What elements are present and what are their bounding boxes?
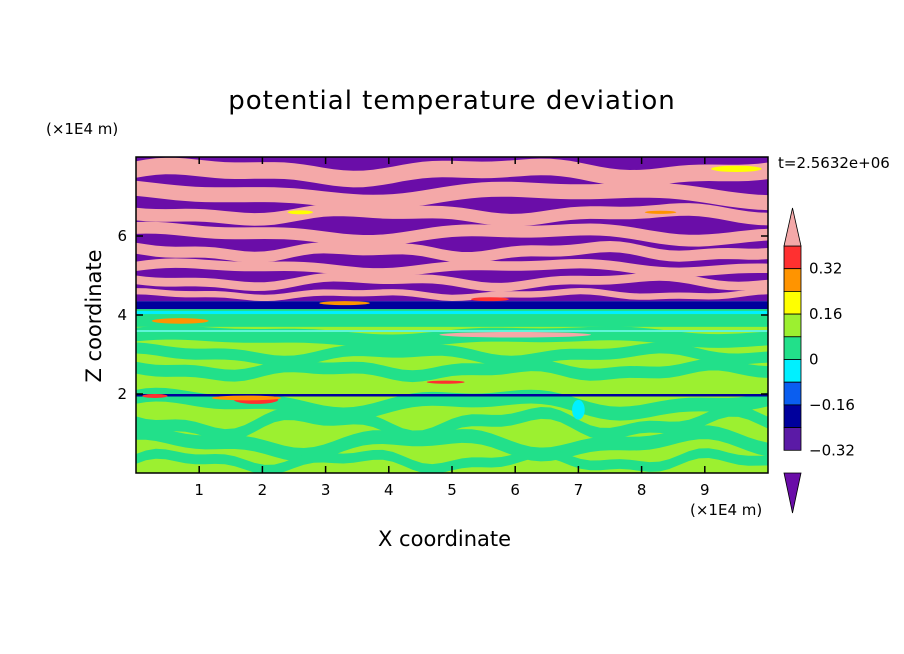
field-cyan-line xyxy=(136,311,768,315)
field-upper-band xyxy=(136,203,768,227)
field-navy-line xyxy=(136,394,768,397)
field-thin-line xyxy=(136,330,768,333)
x-tick-label: 8 xyxy=(637,481,647,499)
colorbar-tick-label: −0.16 xyxy=(809,396,855,414)
field-feature xyxy=(711,165,762,173)
y-axis: 2 4 6 xyxy=(117,227,768,403)
field-feature xyxy=(572,399,585,420)
colorbar-under-triangle xyxy=(783,472,802,514)
colorbar-swatch xyxy=(783,381,802,406)
x-tick-label: 6 xyxy=(510,481,520,499)
colorbar-swatch xyxy=(783,359,802,383)
colorbar-swatch xyxy=(783,290,802,315)
colorbar-swatch xyxy=(783,245,802,270)
x-tick-label: 9 xyxy=(700,481,710,499)
colorbar-swatch xyxy=(783,404,802,428)
field-lower-band xyxy=(136,387,768,422)
colorbar-swatch xyxy=(783,313,802,338)
x-tick-label: 5 xyxy=(447,481,457,499)
field-feature xyxy=(142,394,168,398)
field-upper-band xyxy=(136,272,768,292)
x-tick-label: 2 xyxy=(258,481,268,499)
x-tick-label: 7 xyxy=(574,481,584,499)
field-feature xyxy=(287,210,313,215)
field-upper-band xyxy=(136,221,768,247)
colorbar-over-triangle xyxy=(783,207,802,247)
field-lower-band xyxy=(136,425,768,462)
field-upper-band xyxy=(136,180,768,211)
field-lower-band xyxy=(136,447,768,473)
field-navy-layer xyxy=(136,301,768,310)
field-feature xyxy=(211,395,282,401)
x-tick-label: 4 xyxy=(384,481,394,499)
field-feature xyxy=(426,380,465,384)
field-upper-band xyxy=(136,258,768,278)
y-tick-label: 6 xyxy=(117,227,127,245)
chart-title: potential temperature deviation xyxy=(228,86,676,116)
field-feature xyxy=(439,331,592,338)
time-label: t=2.5632e+06 xyxy=(778,154,890,172)
y-tick-label: 2 xyxy=(117,385,127,403)
y-tick-label: 4 xyxy=(117,306,127,324)
field-feature xyxy=(319,301,370,306)
colorbar-tick-label: 0 xyxy=(809,351,819,369)
field-feature xyxy=(644,210,677,214)
field-upper-band xyxy=(136,157,768,188)
field-feature xyxy=(470,297,509,302)
contour-field xyxy=(136,157,768,473)
x-tick-label: 3 xyxy=(321,481,331,499)
field-feature xyxy=(151,318,209,324)
field-upper-band xyxy=(136,287,768,302)
field-lower-band xyxy=(136,358,768,383)
colorbar-tick-label: 0.16 xyxy=(809,305,842,323)
x-tick-label: 1 xyxy=(194,481,204,499)
colorbar-swatch xyxy=(783,268,802,292)
x-axis-label: X coordinate xyxy=(378,527,512,551)
colorbar-tick-label: 0.32 xyxy=(809,260,842,278)
x-axis: 1 2 3 4 5 6 7 8 9 xyxy=(194,157,710,499)
colorbar: 0.32 0.16 0 −0.16 −0.32 xyxy=(783,207,855,514)
colorbar-swatch xyxy=(783,336,802,360)
field-lower-band xyxy=(136,405,768,443)
colorbar-swatch xyxy=(783,427,802,451)
x-axis-units: (×1E4 m) xyxy=(690,501,763,519)
colorbar-tick-label: −0.32 xyxy=(809,441,855,459)
z-axis-units: (×1E4 m) xyxy=(46,120,119,138)
field-upper-band xyxy=(136,241,768,264)
